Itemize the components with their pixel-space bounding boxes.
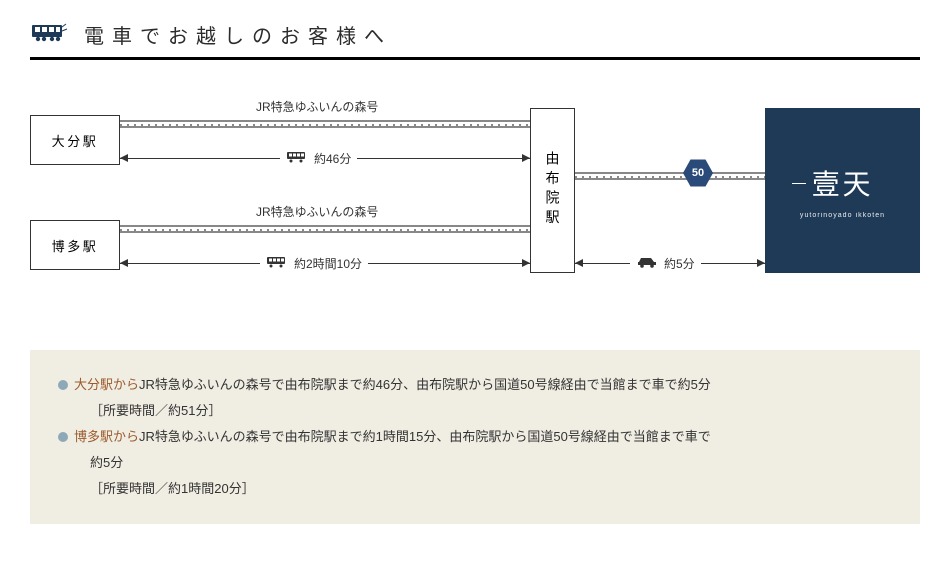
route-diagram: 大分駅 博多駅 由布院駅 壹天 yutorinoyado ikkoten JR特… [30,90,920,320]
car-icon [636,256,658,271]
info-row-1: 大分駅からJR特急ゆふいんの森号で由布院駅まで約46分、由布院駅から国道50号線… [58,372,892,424]
destination-box: 壹天 yutorinoyado ikkoten [765,108,920,273]
train1-label: JR特急ゆふいんの森号 [250,98,384,115]
train2-duration: 約2時間10分 [260,255,368,272]
bullet-icon [58,432,68,442]
info-row-2: 博多駅からJR特急ゆふいんの森号で由布院駅まで約1時間15分、由布院駅から国道5… [58,424,892,502]
info-text-2b: 約5分 [74,450,711,476]
train1-duration: 約46分 [280,150,357,167]
station-yufuin: 由布院駅 [530,108,575,273]
rail-line-1 [120,120,530,128]
train-icon [30,21,68,48]
header-title: 電車でお越しのお客様へ [84,20,392,49]
car-duration-text: 約5分 [664,255,695,272]
header: 電車でお越しのお客様へ [30,20,920,60]
train2-duration-text: 約2時間10分 [294,255,362,272]
station-oita: 大分駅 [30,115,120,165]
page-container: 電車でお越しのお客様へ 大分駅 博多駅 由布院駅 壹天 yutorinoyado… [0,0,950,544]
from-label-1: 大分駅から [74,377,139,392]
info-box: 大分駅からJR特急ゆふいんの森号で由布院駅まで約46分、由布院駅から国道50号線… [30,350,920,524]
train1-duration-text: 約46分 [314,150,351,167]
rail-line-3 [575,172,765,180]
rail-line-2 [120,225,530,233]
bullet-icon [58,380,68,390]
train2-label: JR特急ゆふいんの森号 [250,203,384,220]
route-badge: 50 [683,158,713,188]
bus-icon [266,256,288,271]
destination-logo: 壹天 [812,163,874,203]
from-label-2: 博多駅から [74,429,139,444]
info-detail-2: ［所要時間／約1時間20分］ [74,476,711,502]
destination-sub: yutorinoyado ikkoten [800,212,885,219]
info-text-1: JR特急ゆふいんの森号で由布院駅まで約46分、由布院駅から国道50号線経由で当館… [139,377,711,392]
info-text-2: JR特急ゆふいんの森号で由布院駅まで約1時間15分、由布院駅から国道50号線経由… [139,429,711,444]
station-hakata: 博多駅 [30,220,120,270]
car-duration: 約5分 [630,255,701,272]
info-detail-1: ［所要時間／約51分］ [74,398,711,424]
bus-icon [286,151,308,166]
